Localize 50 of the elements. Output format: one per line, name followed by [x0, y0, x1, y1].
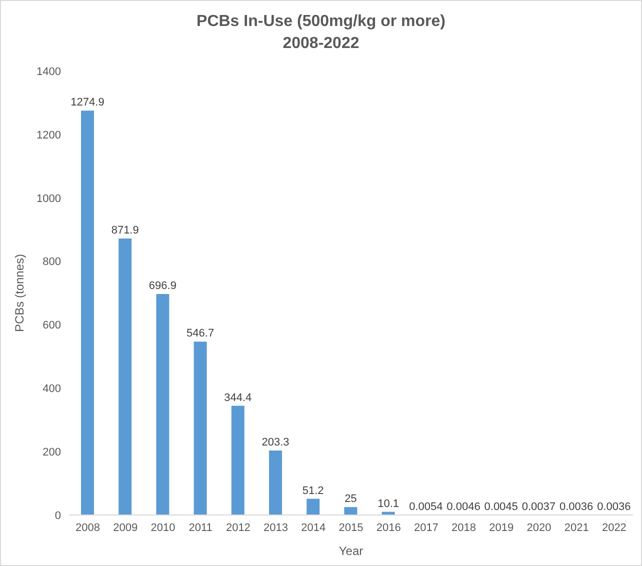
y-tick-label: 200 [42, 446, 61, 458]
x-tick-label: 2014 [301, 522, 326, 534]
data-label: 25 [344, 493, 357, 506]
x-tick-label: 2015 [338, 522, 364, 534]
data-label: 0.0054 [409, 501, 443, 513]
y-tick-label: 1400 [36, 66, 61, 78]
data-label: 10.1 [378, 498, 400, 510]
data-label: 51.2 [302, 484, 324, 497]
data-label: 871.9 [111, 224, 139, 236]
data-label: 0.0045 [484, 501, 518, 513]
bar [306, 498, 320, 515]
data-label: 0.0036 [597, 501, 631, 513]
bar [156, 294, 170, 515]
x-axis-title: Year [338, 544, 364, 558]
x-tick-label: 2010 [150, 522, 176, 534]
data-label: 344.4 [224, 392, 252, 404]
data-label: 203.3 [262, 436, 290, 449]
bar [194, 342, 207, 515]
x-tick-label: 2019 [489, 522, 514, 534]
x-tick-label: 2022 [602, 522, 626, 534]
bar [81, 110, 94, 515]
x-tick-label: 2013 [264, 522, 288, 534]
y-tick-label: 1200 [36, 129, 61, 142]
chart-title: PCBs In-Use (500mg/kg or more) [196, 12, 446, 32]
x-tick-label: 2011 [188, 522, 212, 534]
bar [118, 238, 132, 515]
data-label: 0.0037 [522, 501, 556, 513]
y-tick-label: 0 [54, 510, 61, 522]
x-tick-label: 2012 [226, 522, 250, 534]
y-tick-label: 400 [42, 383, 61, 396]
y-tick-label: 800 [42, 256, 61, 268]
x-tick-label: 2016 [376, 522, 401, 534]
x-tick-label: 2020 [526, 522, 552, 534]
x-tick-label: 2009 [113, 522, 138, 534]
x-tick-label: 2018 [452, 522, 476, 534]
x-tick-label: 2021 [564, 522, 589, 534]
chart-subtitle: 2008-2022 [282, 34, 360, 54]
bar [269, 450, 282, 515]
data-label: 0.0046 [446, 501, 480, 513]
x-tick-label: 2008 [76, 522, 100, 534]
bar [231, 406, 244, 515]
data-label: 546.7 [186, 328, 214, 340]
data-label: 0.0036 [559, 501, 594, 513]
y-tick-label: 600 [42, 320, 61, 332]
x-tick-label: 2017 [414, 522, 438, 534]
y-tick-label: 1000 [36, 192, 61, 205]
data-label: 696.9 [148, 280, 176, 292]
bar [344, 507, 358, 515]
data-label: 1274.9 [70, 96, 104, 109]
y-axis-title: PCBs (tonnes) [12, 254, 26, 332]
